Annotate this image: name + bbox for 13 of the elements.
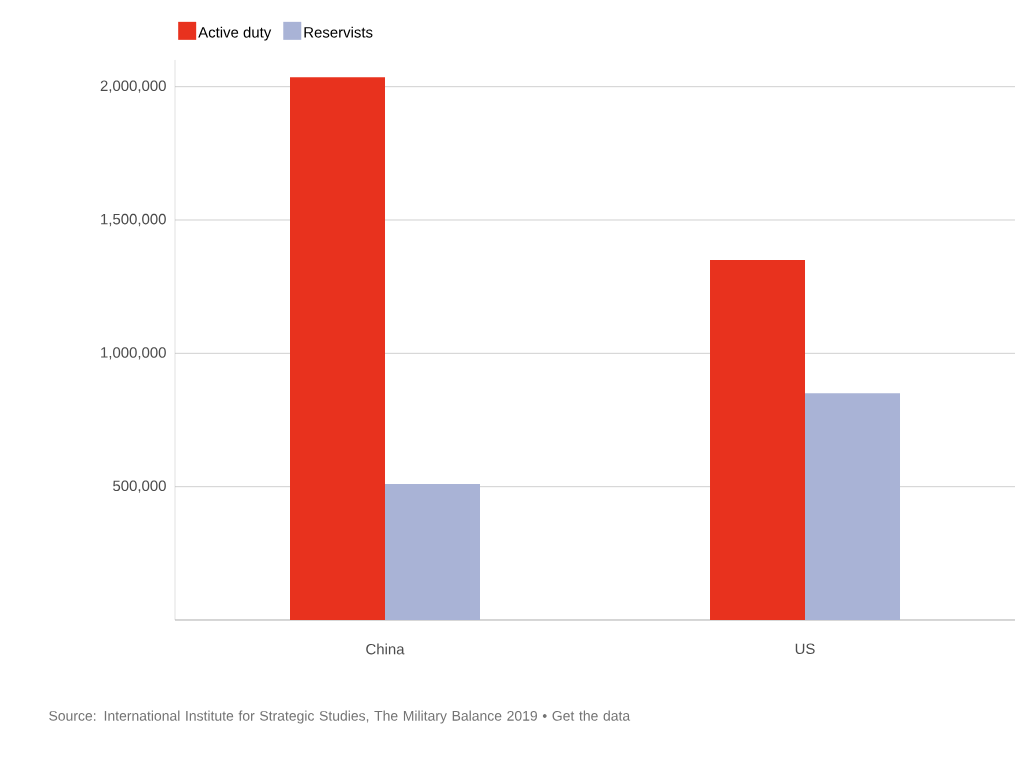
bar bbox=[290, 77, 385, 620]
y-tick-label: 2,000,000 bbox=[100, 80, 166, 93]
legend-label: Reservists bbox=[304, 26, 373, 38]
bar bbox=[385, 484, 480, 620]
legend-label: Active duty bbox=[198, 26, 272, 41]
y-tick-label: 500,000 bbox=[113, 480, 166, 493]
y-tick-label: 1,500,000 bbox=[101, 213, 166, 227]
source-note: Source: International Institute for Strategic Studies, The Military Balance 2019 • Get the data bbox=[49, 710, 631, 724]
x-tick-label: US bbox=[795, 643, 815, 655]
y-tick-label: 1,000,000 bbox=[101, 347, 166, 360]
bar bbox=[710, 259, 806, 620]
x-tick-label: China bbox=[366, 643, 405, 655]
bar bbox=[805, 393, 901, 620]
